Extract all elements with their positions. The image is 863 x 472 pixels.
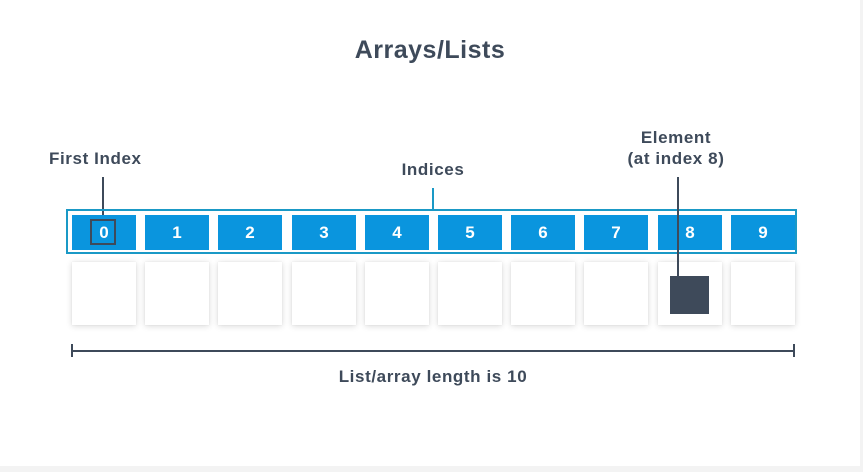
index-cell-9: 9 xyxy=(731,215,795,250)
index-label-0: 0 xyxy=(99,222,109,242)
index-cell-3: 3 xyxy=(292,215,356,250)
length-line xyxy=(72,350,795,352)
element-slot-5 xyxy=(438,262,502,325)
element-slot-0 xyxy=(72,262,136,325)
index-cell-4: 4 xyxy=(365,215,429,250)
index-label-5: 5 xyxy=(465,222,475,242)
element-label-line1: Element xyxy=(640,128,712,147)
index-cell-6: 6 xyxy=(511,215,575,250)
element-slot-1 xyxy=(145,262,209,325)
index-cell-7: 7 xyxy=(584,215,648,250)
element-slot-4 xyxy=(365,262,429,325)
element-slot-2 xyxy=(218,262,282,325)
index-label-7: 7 xyxy=(611,222,621,242)
first-index-highlight xyxy=(90,219,116,245)
index-cell-2: 2 xyxy=(218,215,282,250)
first-index-pointer xyxy=(102,177,104,220)
length-label: List/array length is 10 xyxy=(338,367,528,386)
first-index-label: First Index xyxy=(49,149,142,168)
element-slot-7 xyxy=(584,262,648,325)
index-label-1: 1 xyxy=(172,222,182,242)
index-label-6: 6 xyxy=(538,222,548,242)
index-label-8: 8 xyxy=(685,222,695,242)
element-slot-6 xyxy=(511,262,575,325)
length-tick-right xyxy=(793,344,795,357)
index-label-2: 2 xyxy=(245,222,255,242)
element-label-line2: (at index 8) xyxy=(627,149,725,168)
element-block xyxy=(670,276,709,314)
indices-pointer xyxy=(432,188,434,210)
index-label-4: 4 xyxy=(392,222,402,242)
index-cell-5: 5 xyxy=(438,215,502,250)
length-tick-left xyxy=(71,344,73,357)
element-pointer xyxy=(677,177,679,277)
indices-frame xyxy=(66,209,797,254)
diagram-title: Arrays/Lists xyxy=(354,36,506,64)
element-label: Element (at index 8) xyxy=(596,127,756,169)
element-slot-9 xyxy=(731,262,795,325)
index-cell-8: 8 xyxy=(658,215,722,250)
element-slot-3 xyxy=(292,262,356,325)
index-label-3: 3 xyxy=(319,222,329,242)
index-label-9: 9 xyxy=(758,222,768,242)
index-cell-1: 1 xyxy=(145,215,209,250)
indices-label: Indices xyxy=(401,160,465,179)
